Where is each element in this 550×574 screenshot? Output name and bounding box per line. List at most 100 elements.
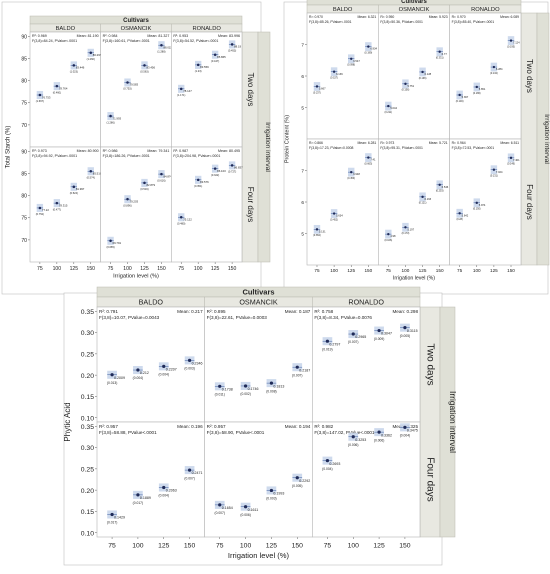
data-label: 0.3047 [381,332,392,336]
error-label: (0.004) [159,373,169,377]
interval-band [439,306,456,538]
error-label: (0.003) [266,497,276,501]
data-point [421,195,424,199]
data-label: 0.1993 [273,492,284,496]
error-label: (0.004) [400,434,410,438]
data-point [458,93,461,97]
data-point [387,104,390,108]
data-point [162,364,166,368]
x-axis-label: Irrigation level (%) [113,274,159,280]
y-tick-label: 0.30 [81,445,94,452]
error-label: (1.171) [177,93,185,97]
x-tick-label: 125 [211,266,220,272]
r-squared: R²: 0.986 [103,149,118,153]
f-statistic: F(3,8)=58.90, PValue<.0001 [207,430,265,435]
x-tick-label: 125 [140,266,149,272]
data-point [218,384,222,388]
data-point [387,232,390,236]
x-tick-label: 75 [324,542,332,549]
panel-frame [96,306,205,423]
data-label: 0.212 [140,371,149,375]
error-label: (0.453) [347,177,355,180]
cultivars-header: Cultivars [242,288,274,297]
y-axis-label: Protein Content (%) [284,115,290,163]
error-label: (0.652) [313,234,321,237]
data-label: 5.974 [479,203,486,207]
row-label-four-days: Four days [525,184,534,220]
data-point [351,435,355,439]
error-label: (1.023) [70,70,78,74]
data-point [143,64,146,67]
mean-value: Mean: 83.996 [218,34,240,38]
cultivar-label-ronaldo: RONALDO [192,26,221,32]
cultivar-label-baldo: BALDO [333,7,353,13]
data-label: 83.446 [76,66,85,70]
x-axis-label: Irrigation level (%) [228,551,290,560]
data-point [89,51,93,55]
error-label: (0.524) [70,191,78,195]
y-tick-label: 0.15 [81,394,94,401]
data-point [109,114,112,118]
row-label-two-days: Two days [425,343,436,385]
error-label: (0.173) [402,232,410,235]
error-label: (0.006) [374,438,384,442]
cultivar-label-osmancik: OSMANCIK [399,7,430,13]
y-tick-label: 75 [21,216,27,222]
cultivar-label-ronaldo: RONALDO [471,7,500,13]
y-tick-label: 75 [21,101,27,107]
data-point [377,328,381,333]
data-label: 83.576 [200,180,209,184]
r-squared: R²: 0.973 [32,149,47,153]
panel-frame [449,12,522,140]
row-band [241,31,259,263]
error-label: (0.007) [184,476,194,480]
y-tick-label: 0.25 [81,466,94,473]
f-statistic: F(3,8)=85.26, PValue<.0001 [309,20,352,24]
f-statistic: F(3,8)=22.61, PValue=0.0003 [207,315,268,320]
data-label: 6.136 [336,72,343,76]
error-label: (0.098) [347,64,355,67]
data-label: 75.122 [183,217,192,221]
x-tick-label: 75 [108,266,114,272]
data-label: 0.1746 [248,387,259,391]
error-label: (1.286) [106,120,114,124]
panel-frame [100,31,172,148]
panel-frame [312,421,421,538]
data-point [315,228,319,231]
error-label: (0.017) [133,501,143,505]
x-tick-label: 125 [373,542,385,549]
data-label: 86.103 [217,169,226,173]
data-label: 85.518 [93,171,102,175]
data-point [110,512,114,517]
data-label: 0.3475 [407,428,418,432]
row-band [520,12,538,266]
cultivars-header: Cultivars [401,0,427,5]
x-tick-label: 75 [216,542,224,549]
f-statistic: F(3,8)=10.07, PValue=0.0043 [99,315,160,320]
cultivars-header: Cultivars [123,18,149,24]
x-tick-label: 100 [473,268,481,273]
f-statistic: F(3,8)=94.92, PValue<.0001 [32,154,77,158]
data-point [403,326,407,330]
mean-value: Mean: 81.190 [77,34,99,38]
error-label: (0.006) [348,443,358,447]
y-tick-label: 7 [301,42,304,47]
mean-value: Mean: 6.281 [357,141,376,145]
data-point [492,168,496,171]
x-tick-label: 150 [157,266,166,272]
r-squared: R²: 0.970 [309,15,323,19]
y-tick-label: 0.20 [81,373,94,380]
x-tick-label: 150 [364,268,372,273]
data-label: 0.3362 [381,433,392,437]
cultivar-label-baldo: BALDO [56,26,76,32]
x-tick-label: 150 [436,268,444,273]
data-label: 6.128 [425,72,432,76]
y-tick-label: 0.20 [81,488,94,495]
data-point [230,43,234,46]
error-label: (0.007) [292,373,302,377]
x-tick-label: 150 [184,542,196,549]
error-label: (0.003) [184,367,194,371]
r-squared: R²: 0.758 [314,309,333,314]
data-point [160,172,163,176]
